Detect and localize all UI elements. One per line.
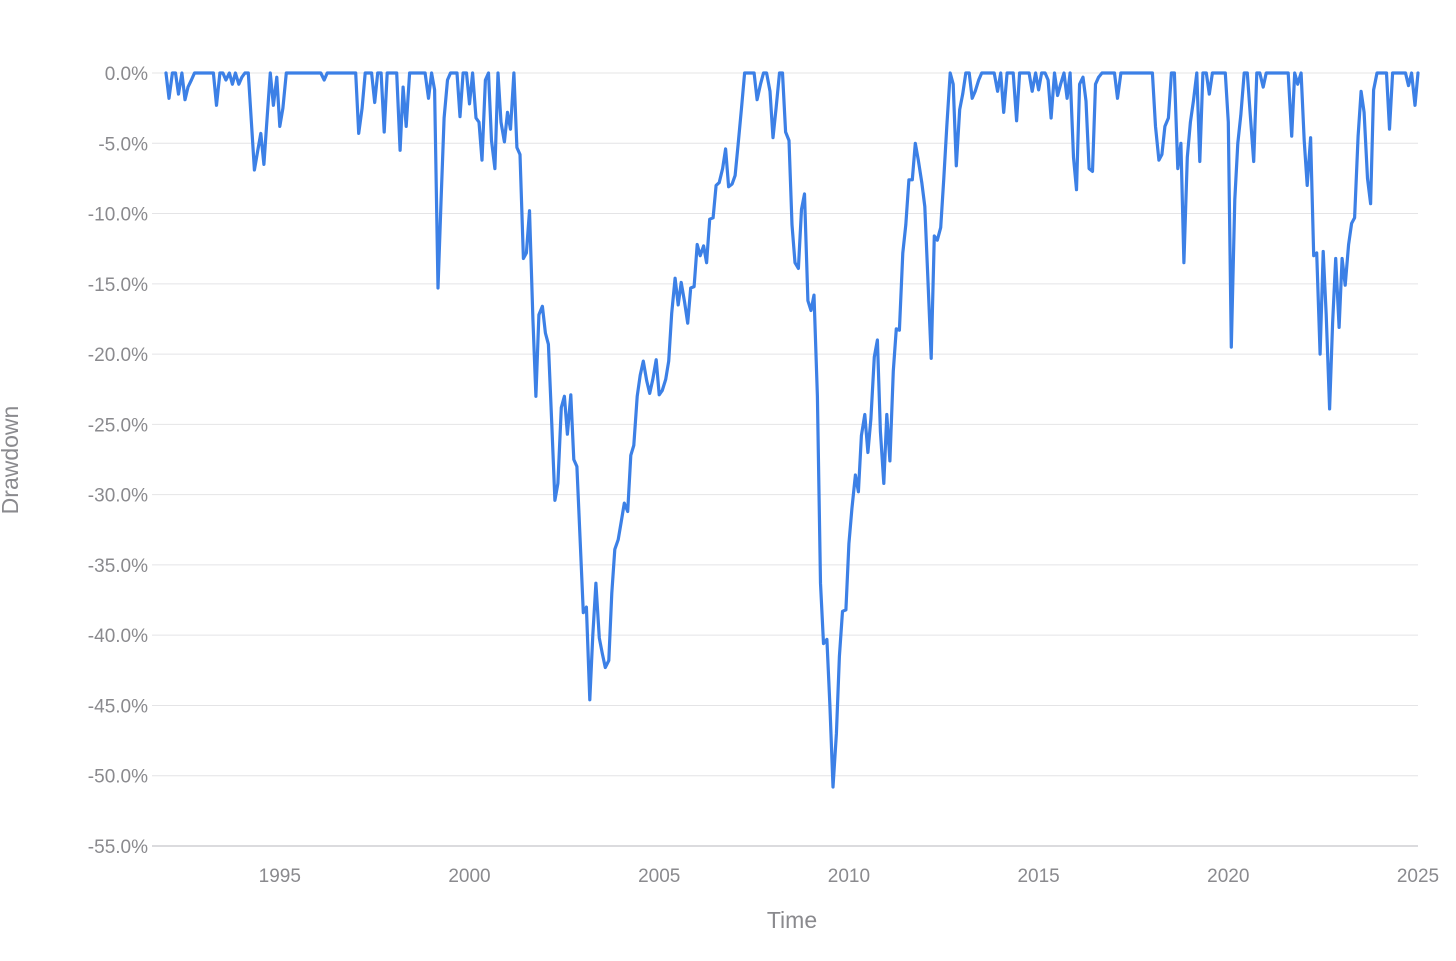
x-axis-tick-labels: 1995 2000 2005 2010 2015 2020 2025 xyxy=(259,866,1439,887)
x-tick-label: 2010 xyxy=(828,866,870,887)
y-tick-label: -30.0% xyxy=(88,486,148,507)
x-tick-label: 1995 xyxy=(259,866,301,887)
x-tick-label: 2020 xyxy=(1207,866,1249,887)
y-tick-label: -55.0% xyxy=(88,837,148,858)
y-tick-label: 0.0% xyxy=(105,64,148,85)
y-tick-label: -20.0% xyxy=(88,345,148,366)
x-tick-label: 2000 xyxy=(448,866,490,887)
drawdown-series-line xyxy=(164,71,1420,789)
y-tick-label: -15.0% xyxy=(88,275,148,296)
x-tick-label: 2015 xyxy=(1017,866,1059,887)
gridlines xyxy=(152,72,1418,847)
x-axis-title: Time xyxy=(767,907,817,933)
y-tick-label: -25.0% xyxy=(88,415,148,436)
y-tick-label: -5.0% xyxy=(98,134,148,155)
y-tick-label: -35.0% xyxy=(88,556,148,577)
y-tick-label: -45.0% xyxy=(88,696,148,717)
y-tick-label: -40.0% xyxy=(88,626,148,647)
x-tick-label: 2005 xyxy=(638,866,680,887)
y-tick-label: -10.0% xyxy=(88,205,148,226)
y-tick-label: -50.0% xyxy=(88,767,148,788)
y-axis-tick-labels: 0.0% -5.0% -10.0% -15.0% -20.0% -25.0% -30.0% -… xyxy=(88,64,148,858)
x-tick-label: 2025 xyxy=(1397,866,1439,887)
y-axis-title: Drawdown xyxy=(0,406,23,515)
